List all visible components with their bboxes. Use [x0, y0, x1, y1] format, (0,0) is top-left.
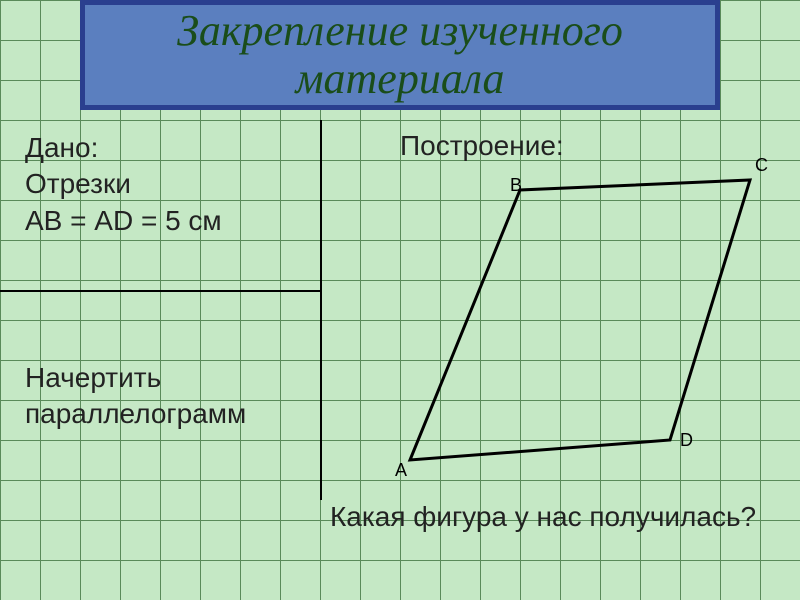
- task-line2: параллелограмм: [25, 396, 246, 432]
- point-label-b: В: [510, 175, 522, 196]
- given-line2: АВ = АD = 5 см: [25, 203, 222, 239]
- given-block: Дано: Отрезки АВ = АD = 5 см: [25, 130, 222, 239]
- point-label-a: А: [395, 460, 407, 481]
- vertical-separator: [320, 120, 322, 500]
- point-label-d: D: [680, 430, 693, 451]
- parallelogram-shape: [370, 150, 770, 490]
- point-label-c: С: [755, 155, 768, 176]
- question-text: Какая фигура у нас получилась?: [330, 500, 756, 534]
- task-line1: Начертить: [25, 360, 246, 396]
- given-label: Дано:: [25, 130, 222, 166]
- horizontal-separator: [0, 290, 320, 292]
- given-line1: Отрезки: [25, 166, 222, 202]
- task-block: Начертить параллелограмм: [25, 360, 246, 433]
- title-text: Закрепление изученного материала: [85, 7, 715, 104]
- construction-label: Построение:: [400, 130, 564, 162]
- title-box: Закрепление изученного материала: [80, 0, 720, 110]
